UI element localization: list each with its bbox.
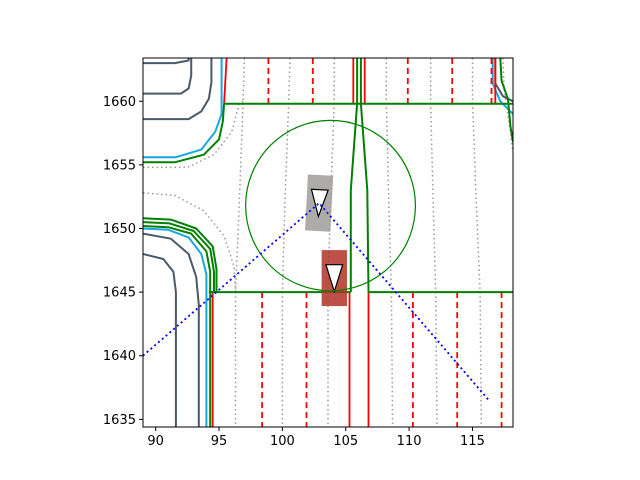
y-tick-label: 1635 <box>103 413 136 428</box>
plot-marks <box>143 58 513 427</box>
y-tick-label: 1640 <box>103 349 136 364</box>
road-edge-left-curb-lower-outer <box>143 225 212 427</box>
sidewalk-sw-upper <box>143 58 223 159</box>
curb-corner-bl-1 <box>143 253 177 427</box>
road-edge-left-curb-upper <box>143 103 226 164</box>
road-edge-median-right <box>359 58 370 293</box>
view-cone <box>143 201 490 401</box>
x-tick-label: 100 <box>270 434 295 449</box>
x-tick-label: 105 <box>333 434 358 449</box>
y-tick-label: 1660 <box>103 95 136 110</box>
curb-corner-tl-1 <box>143 58 190 65</box>
x-tick-label: 95 <box>211 434 228 449</box>
plot-frame <box>142 57 514 428</box>
road-edge-left-curb-lower-inner <box>143 221 215 293</box>
y-tick-label: 1650 <box>103 222 136 237</box>
centerline-cl-1 <box>234 58 246 427</box>
ego-vehicle-heading-arrow <box>325 264 344 294</box>
range-circle <box>245 119 417 292</box>
centerline-cl-2 <box>281 58 291 427</box>
centerline-cl-6 <box>471 58 483 427</box>
curb-corner-tl-2 <box>143 58 193 95</box>
sidewalk-sw-lower <box>143 227 208 427</box>
centerline-cl-turn-upper <box>143 100 244 169</box>
curb-corner-tl-3 <box>143 58 213 121</box>
road-edge-left-curb-lower-edge <box>143 217 218 293</box>
lane-divider-solid-left-top <box>223 58 228 104</box>
road-edge-right-curb-upper <box>499 58 513 143</box>
road-edge-median-left <box>349 58 359 293</box>
other-vehicle <box>304 174 334 232</box>
sidewalk-sw-right <box>491 58 513 115</box>
x-tick-label: 90 <box>147 434 164 449</box>
y-tick-label: 1645 <box>103 286 136 301</box>
curb-corner-bl-2 <box>143 232 200 427</box>
x-tick-label: 110 <box>397 434 422 449</box>
y-tick-label: 1655 <box>103 158 136 173</box>
centerline-cl-4 <box>385 58 394 427</box>
ego-vehicle <box>321 250 347 307</box>
axes: 90 95 100 105 110 115 1635 1640 1645 1650 1655 1660 <box>103 95 485 449</box>
other-vehicle-heading-arrow <box>310 188 330 219</box>
centerline-cl-5 <box>429 58 438 427</box>
x-tick-label: 115 <box>460 434 485 449</box>
